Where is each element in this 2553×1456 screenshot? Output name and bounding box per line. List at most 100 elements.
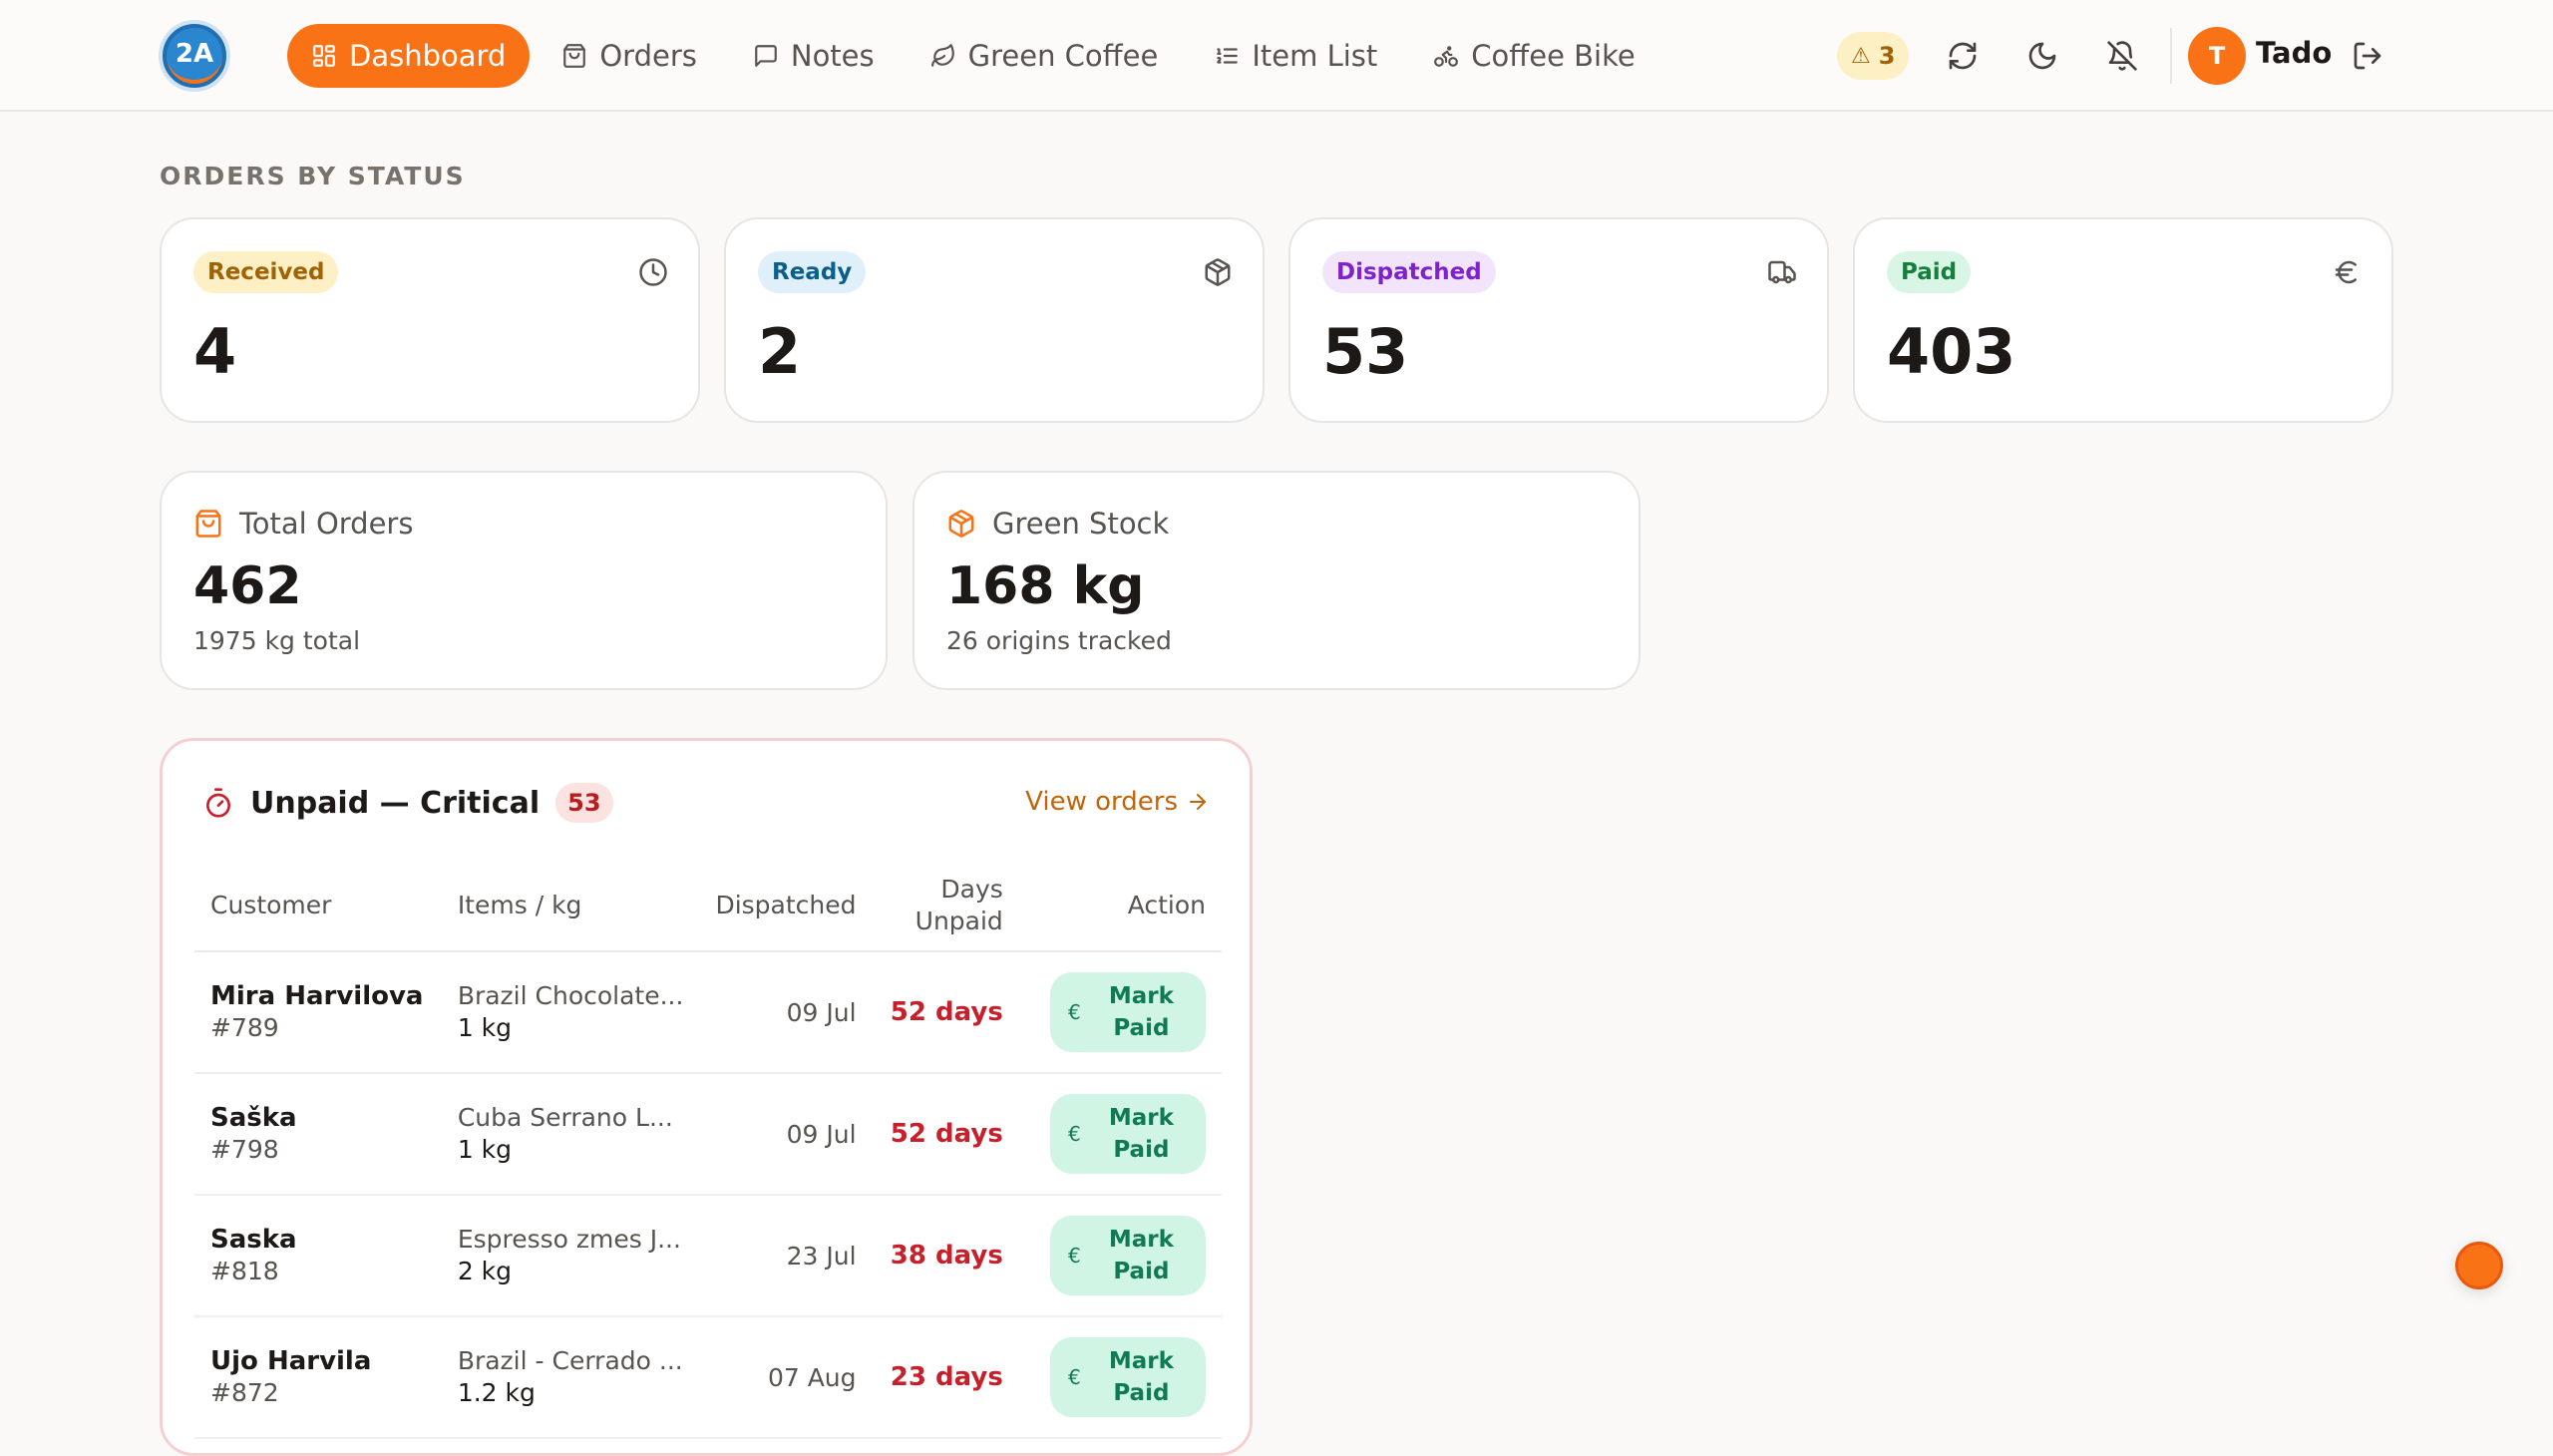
column-header-action[interactable]: Action xyxy=(1018,861,1222,952)
days-unpaid: 38 days xyxy=(872,1195,1019,1317)
nav-item-coffee-bike[interactable]: Coffee Bike xyxy=(1409,24,1658,88)
metric-card-total-orders[interactable]: Total Orders 462 1975 kg total xyxy=(160,471,888,690)
nav-item-item-list[interactable]: Item List xyxy=(1190,24,1401,88)
dashboard-icon xyxy=(313,45,335,67)
column-header-days-unpaid[interactable]: Days Unpaid xyxy=(872,861,1019,952)
view-orders-link[interactable]: View orders xyxy=(1025,787,1210,817)
metric-label-total-orders: Total Orders xyxy=(239,507,414,541)
mark-paid-line1: Mark xyxy=(1108,1105,1174,1131)
mark-paid-line2: Paid xyxy=(1113,1259,1170,1284)
list-icon xyxy=(1217,48,1239,64)
package-icon xyxy=(948,510,974,538)
mark-paid-button[interactable]: € Mark Paid xyxy=(1050,1094,1206,1174)
items-cell: Espresso zmes J... 2 kg xyxy=(441,1195,700,1317)
nav-item-green-coffee[interactable]: Green Coffee xyxy=(907,24,1183,88)
action-cell: € Mark Paid xyxy=(1018,1073,1222,1196)
status-pill-dispatched: Dispatched xyxy=(1322,251,1496,293)
truck-icon xyxy=(1768,260,1796,284)
mark-paid-line2: Paid xyxy=(1113,1015,1170,1041)
nav-label-notes: Notes xyxy=(790,39,875,73)
status-card-received[interactable]: Received 4 xyxy=(160,217,700,423)
column-header-dispatched[interactable]: Dispatched xyxy=(699,861,873,952)
status-pill-ready: Ready xyxy=(758,251,867,293)
notifications-toggle-button[interactable] xyxy=(2102,36,2142,76)
user-name[interactable]: Tado xyxy=(2256,36,2333,70)
roastery-logo[interactable]: 2A xyxy=(159,20,230,92)
item-name: Cuba Serrano L... xyxy=(457,1103,673,1132)
alerts-count: 3 xyxy=(1878,42,1896,70)
metric-sub-green-stock: 26 origins tracked xyxy=(946,626,1172,655)
customer-name[interactable]: Mira Harvilova xyxy=(210,981,424,1011)
shopping-bag-icon xyxy=(563,44,586,68)
unpaid-orders-table: Customer Items / kg Dispatched Days Unpa… xyxy=(194,861,1222,1439)
nav-item-orders[interactable]: Orders xyxy=(538,24,721,88)
item-weight: 2 kg xyxy=(457,1257,513,1285)
mark-paid-line2: Paid xyxy=(1113,1137,1170,1163)
metric-card-green-stock[interactable]: Green Stock 168 kg 26 origins tracked xyxy=(912,471,1641,690)
mark-paid-button[interactable]: € Mark Paid xyxy=(1050,1216,1206,1295)
nav-label-green-coffee: Green Coffee xyxy=(967,39,1159,73)
items-cell: Cuba Serrano L... 1 kg xyxy=(441,1073,700,1196)
status-card-ready[interactable]: Ready 2 xyxy=(724,217,1265,423)
leaf-icon xyxy=(930,44,954,67)
order-number: #798 xyxy=(210,1135,279,1164)
refresh-button[interactable] xyxy=(1943,36,1983,76)
status-card-dispatched[interactable]: Dispatched 53 xyxy=(1288,217,1829,423)
avatar[interactable]: T xyxy=(2188,27,2246,85)
status-pill-paid: Paid xyxy=(1887,251,1972,293)
table-row[interactable]: Saška #798 Cuba Serrano L... 1 kg 09 Jul 52 d… xyxy=(194,1073,1222,1196)
table-header-row: Customer Items / kg Dispatched Days Unpa… xyxy=(194,861,1222,952)
table-row[interactable]: Saska #818 Espresso zmes J... 2 kg 23 Jul 38 … xyxy=(194,1195,1222,1317)
nav-item-notes[interactable]: Notes xyxy=(729,24,899,88)
mark-paid-label: Mark Paid xyxy=(1095,1102,1188,1166)
status-count-dispatched: 53 xyxy=(1322,315,1409,388)
table-row[interactable]: Ujo Harvila #872 Brazil - Cerrado ... 1.2 k… xyxy=(194,1316,1222,1439)
dispatched-date: 09 Jul xyxy=(699,951,873,1074)
item-name: Espresso zmes J... xyxy=(457,1225,681,1254)
item-name: Brazil Chocolate... xyxy=(457,981,684,1010)
mark-paid-line1: Mark xyxy=(1108,1227,1174,1253)
timer-icon xyxy=(206,788,230,818)
message-square-icon xyxy=(755,45,777,67)
moon-icon xyxy=(2028,42,2056,70)
bike-icon xyxy=(1434,46,1459,67)
item-weight: 1 kg xyxy=(457,1135,513,1164)
mark-paid-button[interactable]: € Mark Paid xyxy=(1050,972,1206,1052)
metric-header-green-stock: Green Stock xyxy=(946,507,1169,541)
unpaid-count-badge: 53 xyxy=(555,783,613,823)
customer-cell: Saska #818 xyxy=(194,1195,442,1317)
nav-label-item-list: Item List xyxy=(1252,39,1378,73)
logout-button[interactable] xyxy=(2348,36,2387,76)
days-unpaid: 52 days xyxy=(872,951,1019,1074)
status-count-received: 4 xyxy=(193,315,237,388)
dispatched-date: 23 Jul xyxy=(699,1195,873,1317)
customer-name[interactable]: Ujo Harvila xyxy=(210,1346,372,1376)
unpaid-panel-header: Unpaid — Critical 53 xyxy=(202,783,613,823)
package-icon xyxy=(1205,258,1231,286)
clock-icon xyxy=(639,258,667,286)
theme-toggle-button[interactable] xyxy=(2022,36,2062,76)
main-nav: Dashboard Orders Notes Green Coffee Item… xyxy=(287,24,1667,88)
status-pill-received: Received xyxy=(193,251,339,293)
metric-header-total-orders: Total Orders xyxy=(193,507,413,541)
table-row[interactable]: Mira Harvilova #789 Brazil Chocolate... 1 k… xyxy=(194,951,1222,1074)
customer-name[interactable]: Saska xyxy=(210,1225,297,1255)
mark-paid-button[interactable]: € Mark Paid xyxy=(1050,1337,1206,1417)
customer-name[interactable]: Saška xyxy=(210,1103,297,1133)
mark-paid-line1: Mark xyxy=(1108,1348,1174,1374)
days-unpaid: 52 days xyxy=(872,1073,1019,1196)
status-card-paid[interactable]: Paid 403 xyxy=(1853,217,2393,423)
column-header-customer[interactable]: Customer xyxy=(194,861,442,952)
chat-bubble-button[interactable] xyxy=(2455,1242,2503,1289)
items-cell: Brazil - Cerrado ... 1.2 kg xyxy=(441,1316,700,1439)
alerts-badge[interactable]: ⚠ 3 xyxy=(1837,32,1910,80)
column-header-items[interactable]: Items / kg xyxy=(441,861,700,952)
euro-icon: € xyxy=(1068,1365,1081,1389)
nav-label-orders: Orders xyxy=(599,39,697,73)
euro-icon: € xyxy=(1068,1244,1081,1268)
nav-item-dashboard[interactable]: Dashboard xyxy=(287,24,531,88)
metric-value-total-orders: 462 xyxy=(193,556,302,616)
euro-icon xyxy=(2335,260,2357,284)
warning-icon: ⚠ xyxy=(1851,43,1871,69)
mark-paid-label: Mark Paid xyxy=(1095,1345,1188,1409)
